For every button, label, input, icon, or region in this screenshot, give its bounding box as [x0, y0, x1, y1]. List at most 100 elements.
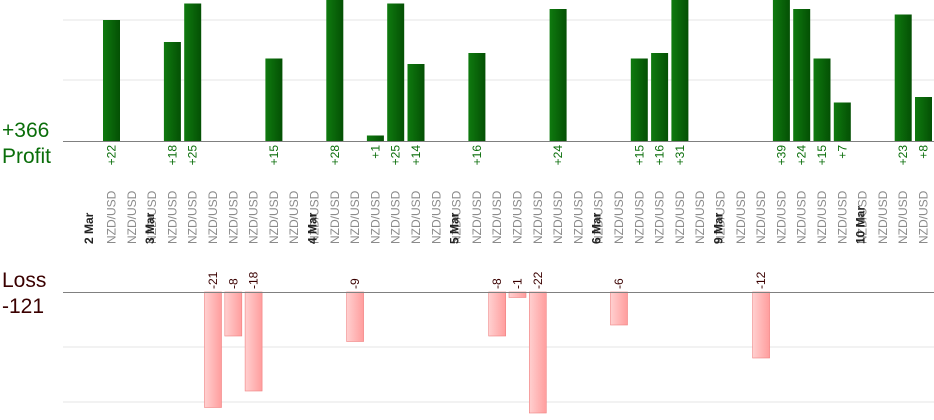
pair-label: NZD/USD: [450, 190, 464, 244]
pair-label: NZD/USD: [876, 190, 890, 244]
pair-label: NZD/USD: [774, 190, 788, 244]
loss-bar: [204, 291, 222, 408]
pair-label: NZD/USD: [247, 190, 261, 244]
loss-bars: [204, 291, 770, 414]
date-label: 6 Mar: [590, 212, 604, 244]
pair-label: NZD/USD: [368, 190, 382, 244]
profit-bar: [326, 0, 344, 141]
pair-label: NZD/USD: [592, 190, 606, 244]
loss-total: -121: [2, 295, 45, 318]
profit-value-label: +28: [328, 145, 342, 166]
pair-label: NZD/USD: [673, 190, 687, 244]
pair-label: NZD/USD: [206, 190, 220, 244]
profit-value-label: +23: [896, 145, 910, 166]
date-label: 4 Mar: [305, 212, 319, 244]
profit-bar: [366, 135, 384, 141]
pair-label: NZD/USD: [835, 190, 849, 244]
loss-bar: [610, 291, 628, 326]
loss-bar: [224, 291, 243, 337]
pair-label: NZD/USD: [693, 190, 707, 244]
profit-value-label: +25: [389, 145, 403, 166]
axes: [63, 141, 934, 293]
profit-bar: [630, 58, 648, 141]
profit-bar: [184, 3, 202, 141]
profit-value-label: +24: [795, 145, 809, 166]
loss-bar: [528, 291, 547, 414]
profit-bar: [651, 53, 669, 141]
profit-value-label: +16: [470, 145, 484, 166]
pair-label: NZD/USD: [511, 190, 525, 244]
date-label: 5 Mar: [447, 212, 461, 244]
profit-value-label: +16: [653, 145, 667, 166]
profit-value-label: +22: [105, 145, 119, 166]
profit-bar: [772, 0, 790, 141]
pair-label: NZD/USD: [551, 190, 565, 244]
profit-bars: [103, 0, 932, 141]
pair-label: NZD/USD: [754, 190, 768, 244]
pair-label: NZD/USD: [287, 190, 301, 244]
pair-label: NZD/USD: [125, 190, 139, 244]
date-label: 2 Mar: [82, 212, 96, 244]
profit-value-label: +15: [815, 145, 829, 166]
profit-bar: [833, 102, 851, 141]
loss-bar: [244, 291, 263, 392]
loss-bar: [346, 291, 364, 342]
profit-bar: [163, 42, 181, 141]
profit-bar: [387, 3, 405, 141]
profit-bar: [407, 64, 425, 141]
profit-value-label: +31: [673, 145, 687, 166]
profit-value-label: +39: [774, 145, 788, 166]
date-label: 10 Mar: [853, 206, 867, 244]
pair-label: NZD/USD: [348, 190, 362, 244]
pair-label: NZD/USD: [632, 190, 646, 244]
pair-label: NZD/USD: [226, 190, 240, 244]
date-label: 9 Mar: [711, 212, 725, 244]
profit-bar: [468, 53, 486, 141]
profit-value-label: +14: [409, 145, 423, 166]
profit-value-label: +24: [551, 145, 565, 166]
pair-label: NZD/USD: [186, 190, 200, 244]
loss-value-label: -8: [490, 278, 504, 289]
pair-label: NZD/USD: [389, 190, 403, 244]
pair-label: NZD/USD: [105, 190, 119, 244]
pair-label: NZD/USD: [653, 190, 667, 244]
profit-bar: [894, 14, 912, 141]
pair-label: NZD/USD: [145, 190, 159, 244]
pair-label: NZD/USD: [409, 190, 423, 244]
pair-label: NZD/USD: [308, 190, 322, 244]
pair-label: NZD/USD: [896, 190, 910, 244]
loss-value-label: -12: [754, 271, 768, 289]
profit-label: Profit: [2, 145, 52, 168]
pair-label: NZD/USD: [795, 190, 809, 244]
pair-label: NZD/USD: [328, 190, 342, 244]
pair-label: NZD/USD: [856, 190, 870, 244]
profit-total: +366: [2, 119, 50, 142]
pair-label: NZD/USD: [429, 190, 443, 244]
pair-label: NZD/USD: [165, 190, 179, 244]
pair-label: NZD/USD: [714, 190, 728, 244]
profit-value-label: +15: [632, 145, 646, 166]
loss-value-label: -1: [511, 278, 525, 289]
loss-value-label: -21: [206, 271, 220, 289]
loss-value-label: -9: [348, 278, 362, 289]
profit-value-label: +7: [835, 145, 849, 159]
profit-bar: [265, 58, 283, 141]
profit-bar: [915, 97, 932, 141]
pair-label: NZD/USD: [571, 190, 585, 244]
profit-bar: [549, 9, 567, 141]
category-labels: NZD/USD NZD/USD NZD/USD NZD/USD NZD/USD NZD/U…: [82, 190, 931, 244]
pair-label: NZD/USD: [734, 190, 748, 244]
loss-value-label: -22: [531, 271, 545, 289]
pair-label: NZD/USD: [917, 190, 931, 244]
pair-label: NZD/USD: [815, 190, 829, 244]
profit-bar: [813, 58, 831, 141]
profit-value-label: +18: [165, 145, 179, 166]
profit-value-label: +25: [186, 145, 200, 166]
loss-label: Loss: [2, 269, 47, 292]
loss-bar: [488, 291, 507, 337]
pair-label: NZD/USD: [612, 190, 626, 244]
profit-value-label: +1: [368, 145, 382, 159]
profit-value-label: +8: [917, 145, 931, 159]
date-label: 3 Mar: [143, 212, 157, 244]
